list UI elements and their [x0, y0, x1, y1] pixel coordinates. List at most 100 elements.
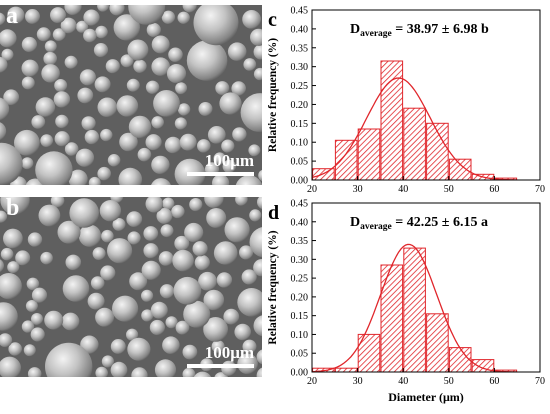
y-tick-label: 0.05	[291, 157, 309, 168]
powder-particle	[110, 361, 128, 377]
powder-particle	[50, 7, 66, 24]
powder-particle	[119, 132, 138, 152]
powder-particle	[43, 51, 57, 66]
powder-particle	[26, 277, 40, 291]
powder-particle	[75, 148, 95, 167]
powder-particle	[257, 197, 262, 209]
powder-particle	[99, 200, 122, 222]
powder-particle	[21, 36, 37, 53]
y-tick-label: 0.40	[291, 24, 309, 35]
powder-particle	[0, 333, 13, 348]
histogram-bar	[380, 264, 404, 373]
powder-particle	[160, 224, 174, 238]
powder-particle	[253, 44, 262, 60]
x-tick-label: 30	[353, 376, 363, 387]
y-tick-label: 0.45	[291, 6, 309, 17]
powder-particle	[128, 115, 152, 139]
powder-particle	[23, 344, 36, 357]
powder-particle	[207, 125, 226, 144]
powder-particle	[143, 243, 159, 259]
powder-particle	[54, 79, 68, 92]
panel-label-d: d	[268, 202, 279, 224]
powder-particle	[165, 316, 178, 329]
powder-particle	[79, 69, 96, 86]
powder-particle	[168, 47, 183, 63]
chart-title-d: Daverage = 42.25 ± 6.15 a	[350, 215, 488, 232]
powder-particle	[54, 131, 70, 147]
powder-particle	[92, 247, 106, 261]
powder-particle	[212, 174, 230, 185]
powder-particle	[55, 114, 69, 129]
powder-particle	[253, 315, 262, 337]
powder-particle	[1, 48, 14, 61]
powder-particle	[213, 241, 238, 265]
title-subscript: average	[360, 29, 392, 39]
powder-particle	[182, 367, 196, 377]
powder-particle	[27, 232, 43, 247]
powder-particle	[193, 5, 239, 46]
plot-frame	[311, 202, 541, 373]
plot-frame	[311, 9, 541, 181]
scale-bar-label-b: 100μm	[204, 343, 254, 362]
powder-particle	[153, 90, 180, 117]
powder-particle	[239, 245, 254, 260]
gaussian-fit-curve	[311, 77, 518, 181]
x-tick-label: 30	[353, 184, 363, 195]
powder-particle	[242, 339, 257, 354]
powder-particle	[107, 154, 121, 167]
y-tick-label: 0.10	[291, 138, 309, 149]
powder-particle	[243, 58, 257, 71]
powder-particle	[164, 136, 182, 154]
powder-particle	[100, 128, 113, 142]
sem-micrograph-b: b 100μm	[0, 197, 262, 377]
powder-particle	[141, 260, 161, 280]
powder-particle	[250, 28, 262, 46]
powder-particle	[145, 197, 164, 213]
powder-particle	[174, 235, 190, 251]
powder-particle	[44, 40, 57, 53]
powder-particle	[222, 159, 236, 174]
histogram-bar	[357, 128, 381, 181]
powder-particle	[40, 134, 54, 148]
powder-particle	[95, 366, 108, 377]
powder-particle	[97, 97, 118, 118]
powder-particle	[105, 59, 120, 74]
powder-particle	[0, 302, 18, 331]
powder-particle	[90, 276, 105, 290]
powder-particle	[0, 273, 22, 300]
powder-particle	[65, 254, 82, 271]
powder-particle	[76, 20, 89, 33]
title-subscript: average	[360, 222, 392, 232]
y-tick-label: 0.20	[291, 292, 309, 303]
panel-label-c: c	[268, 9, 277, 31]
powder-particle	[253, 67, 262, 81]
powder-particle	[116, 95, 139, 117]
y-tick-label: 0.10	[291, 330, 309, 341]
powder-particle	[3, 228, 23, 249]
y-tick-label: 0.25	[291, 274, 309, 285]
powder-particle	[0, 97, 10, 121]
powder-particle	[112, 295, 139, 322]
powder-particle	[7, 261, 20, 274]
powder-particle	[237, 288, 262, 317]
powder-particle	[15, 250, 31, 266]
powder-particle	[68, 169, 88, 185]
powder-particle	[249, 209, 262, 222]
powder-particle	[177, 11, 190, 24]
powder-particle	[162, 197, 175, 210]
powder-particle	[174, 117, 187, 130]
powder-particle	[21, 76, 35, 90]
powder-particle	[107, 238, 133, 264]
powder-particle	[45, 342, 93, 377]
histogram-charts: 20 30 40 50 60 70 0.00 0.05 0.10 0.15 0.20 0.25 0.30…	[267, 6, 545, 405]
powder-particle	[151, 178, 171, 185]
y-tick-label: 0.25	[291, 81, 309, 92]
x-tick-label: 70	[535, 184, 545, 195]
powder-particle	[143, 226, 159, 241]
powder-particle	[158, 251, 174, 266]
histogram-c: 20 30 40 50 60 70 0.00 0.05 0.10 0.15 0.20 0.25 0.30…	[267, 6, 545, 196]
powder-particle	[35, 151, 73, 185]
powder-particle	[77, 87, 94, 104]
title-symbol: D	[350, 22, 360, 37]
y-axis-label: Relative frequency (%)	[267, 38, 279, 152]
